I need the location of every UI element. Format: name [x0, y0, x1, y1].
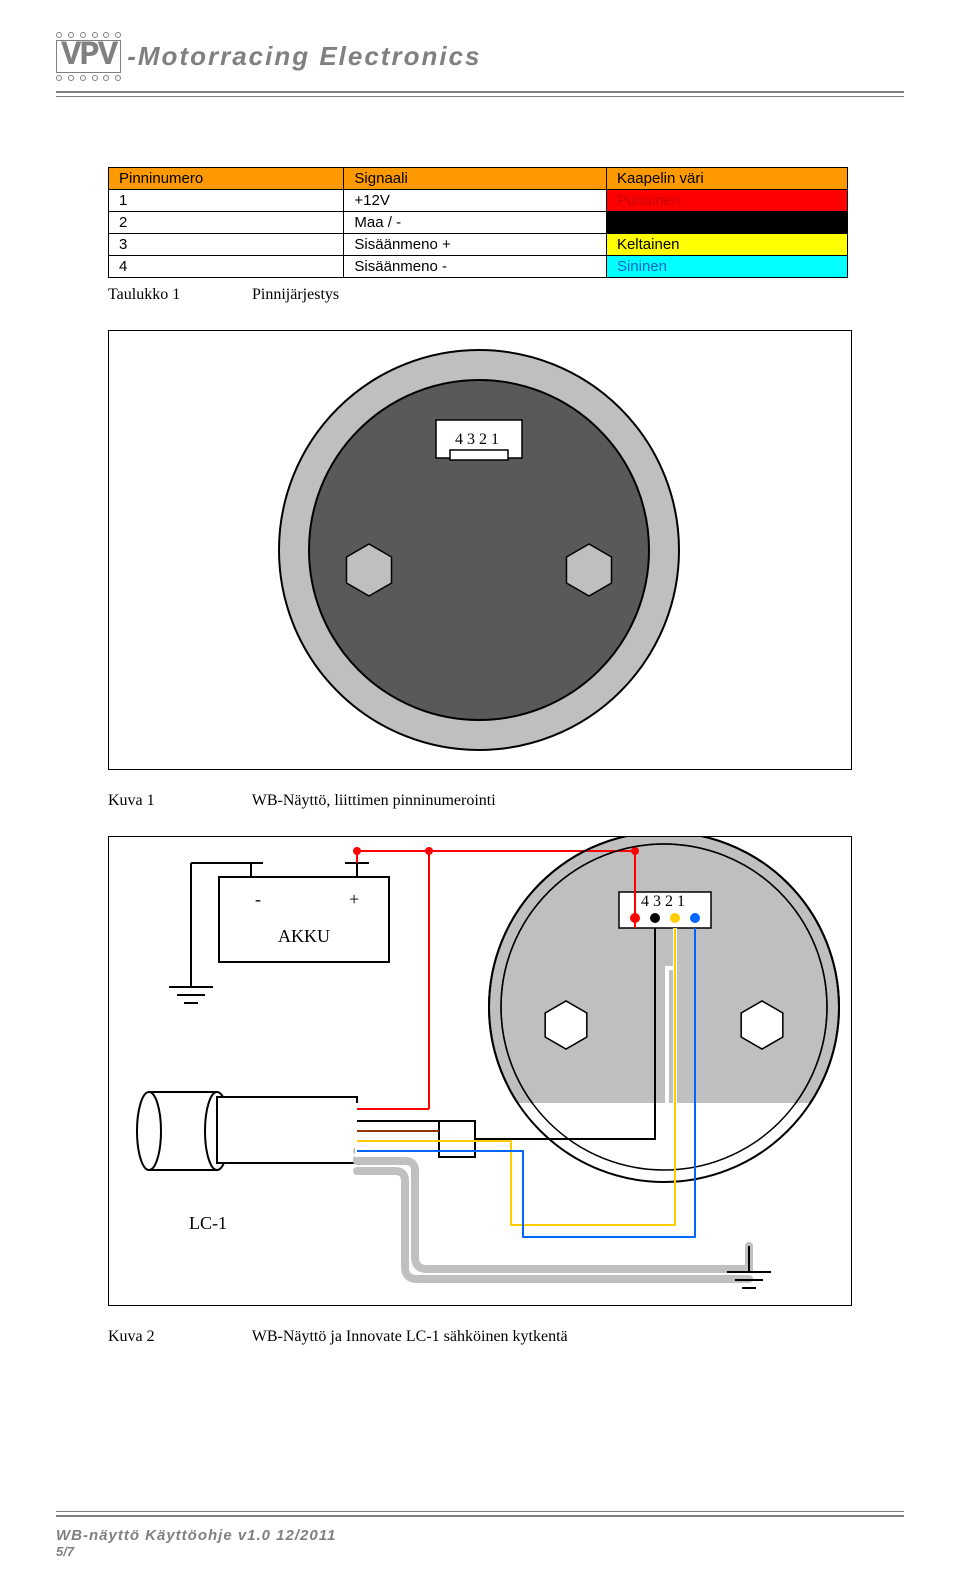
page-header: VPV -Motorracing Electronics	[56, 32, 904, 81]
figure-2-caption-text: WB-Näyttö ja Innovate LC-1 sähköinen kyt…	[252, 1328, 568, 1345]
figure-1: 4321	[108, 330, 852, 770]
pin-table-cell: 4	[109, 256, 344, 278]
svg-text:+: +	[349, 889, 359, 909]
pin-table-cell: 3	[109, 234, 344, 256]
svg-text:AKKU: AKKU	[278, 926, 330, 946]
table-row: 4Sisäänmeno -Sininen	[109, 256, 848, 278]
pin-table-cell: 2	[109, 212, 344, 234]
table-row: 2Maa / -Musta	[109, 212, 848, 234]
header-divider-thick	[56, 91, 904, 93]
pin-table-cell: +12V	[344, 190, 607, 212]
footer-page-number: 5/7	[56, 1544, 904, 1559]
table-caption-label: Taulukko 1	[108, 286, 248, 304]
table-caption: Taulukko 1 Pinnijärjestys	[108, 286, 904, 304]
table-row: 3Sisäänmeno +Keltainen	[109, 234, 848, 256]
figure-2-svg: 4321 - + AKKU LC-1	[109, 837, 849, 1305]
table-caption-text: Pinnijärjestys	[252, 286, 339, 303]
figure-2-caption-label: Kuva 2	[108, 1328, 248, 1346]
pin-table-cell: Keltainen	[606, 234, 847, 256]
pin-table-cell: Maa / -	[344, 212, 607, 234]
pin-table-cell: Sininen	[606, 256, 847, 278]
pin-table-header: Pinninumero	[109, 168, 344, 190]
pin-table-cell: Sisäänmeno +	[344, 234, 607, 256]
footer-doc-title: WB-näyttö Käyttöohje v1.0 12/2011	[56, 1527, 904, 1544]
page-footer: WB-näyttö Käyttöohje v1.0 12/2011 5/7	[56, 1511, 904, 1559]
figure-2: 4321 - + AKKU LC-1	[108, 836, 852, 1306]
pin-table-cell: 1	[109, 190, 344, 212]
brand-glyph: VPV	[61, 43, 116, 70]
brand-logo: VPV	[56, 32, 121, 81]
figure-1-caption-label: Kuva 1	[108, 792, 248, 810]
figure-1-svg: 4321	[109, 331, 849, 769]
table-row: 1+12VPunainen	[109, 190, 848, 212]
figure-1-caption-text: WB-Näyttö, liittimen pinninumerointi	[252, 792, 496, 809]
figure-2-caption: Kuva 2 WB-Näyttö ja Innovate LC-1 sähköi…	[108, 1328, 904, 1346]
footer-divider-thin	[56, 1511, 904, 1512]
footer-divider-thick	[56, 1515, 904, 1517]
page-title: -Motorracing Electronics	[127, 41, 481, 72]
pin-table: PinninumeroSignaaliKaapelin väri 1+12VPu…	[108, 167, 848, 278]
pin-table-cell: Sisäänmeno -	[344, 256, 607, 278]
pin-table-cell: Punainen	[606, 190, 847, 212]
figure-1-caption: Kuva 1 WB-Näyttö, liittimen pinninumeroi…	[108, 792, 904, 810]
header-divider-thin	[56, 96, 904, 97]
svg-text:4321: 4321	[641, 893, 689, 910]
svg-text:-: -	[255, 889, 261, 909]
svg-text:4321: 4321	[455, 431, 503, 448]
pin-table-header: Signaali	[344, 168, 607, 190]
svg-text:LC-1: LC-1	[189, 1213, 227, 1233]
pin-table-header: Kaapelin väri	[606, 168, 847, 190]
pin-table-cell: Musta	[606, 212, 847, 234]
